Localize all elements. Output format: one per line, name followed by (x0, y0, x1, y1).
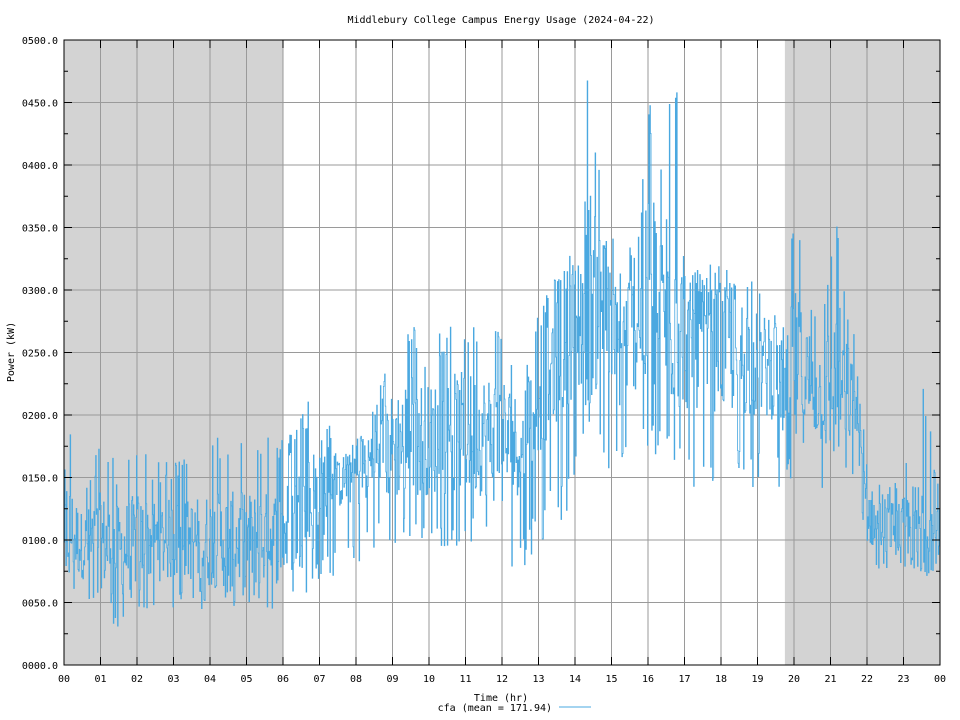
y-tick-label-5: 0250.0 (22, 349, 58, 360)
y-axis-label: Power (kW) (6, 322, 17, 382)
y-tick-label-10: 0500.0 (22, 36, 58, 47)
x-tick-label-18: 18 (715, 674, 727, 685)
x-tick-label-9: 09 (386, 674, 398, 685)
x-axis-tick-labels: 00 01 02 03 04 05 06 07 08 09 10 11 12 13 14 15 16 17 18 19… (58, 674, 946, 685)
x-tick-label-16: 16 (642, 674, 654, 685)
x-axis-label: Time (hr) (474, 693, 528, 704)
x-tick-label-8: 08 (350, 674, 362, 685)
y-axis-tick-labels: 0000.0 0050.0 0100.0 0150.0 0200.0 0250.0 0300… (22, 36, 58, 672)
axis-ticks (63, 39, 941, 666)
x-tick-label-12: 12 (496, 674, 508, 685)
legend-label: cfa (mean = 171.94) (438, 703, 552, 714)
grid-lines (63, 39, 941, 666)
legend: cfa (mean = 171.94) (438, 703, 591, 714)
x-tick-label-19: 19 (751, 674, 763, 685)
x-tick-label-14: 14 (569, 674, 581, 685)
x-tick-label-2: 02 (131, 674, 143, 685)
y-tick-label-6: 0300.0 (22, 286, 58, 297)
y-tick-label-2: 0100.0 (22, 536, 58, 547)
x-tick-label-5: 05 (240, 674, 252, 685)
series-layer (64, 80, 941, 627)
x-tick-label-20: 20 (788, 674, 800, 685)
y-tick-label-3: 0150.0 (22, 474, 58, 485)
y-tick-label-8: 0400.0 (22, 161, 58, 172)
y-tick-label-9: 0450.0 (22, 99, 58, 110)
x-tick-label-4: 04 (204, 674, 216, 685)
x-tick-label-23: 23 (897, 674, 909, 685)
x-tick-label-3: 03 (167, 674, 179, 685)
series-line-cfa (64, 80, 941, 627)
x-tick-label-17: 17 (678, 674, 690, 685)
x-tick-label-11: 11 (459, 674, 471, 685)
x-tick-label-6: 06 (277, 674, 289, 685)
x-tick-label-24: 00 (934, 674, 946, 685)
x-tick-label-1: 01 (94, 674, 106, 685)
y-tick-label-4: 0200.0 (22, 411, 58, 422)
x-tick-label-10: 10 (423, 674, 435, 685)
chart-title: Middlebury College Campus Energy Usage (… (347, 15, 654, 26)
x-tick-label-7: 07 (313, 674, 325, 685)
x-tick-label-21: 21 (824, 674, 836, 685)
y-tick-label-7: 0350.0 (22, 224, 58, 235)
x-tick-label-15: 15 (605, 674, 617, 685)
x-tick-label-22: 22 (861, 674, 873, 685)
x-tick-label-0: 00 (58, 674, 70, 685)
y-tick-label-0: 0000.0 (22, 661, 58, 672)
y-tick-label-1: 0050.0 (22, 599, 58, 610)
x-tick-label-13: 13 (532, 674, 544, 685)
